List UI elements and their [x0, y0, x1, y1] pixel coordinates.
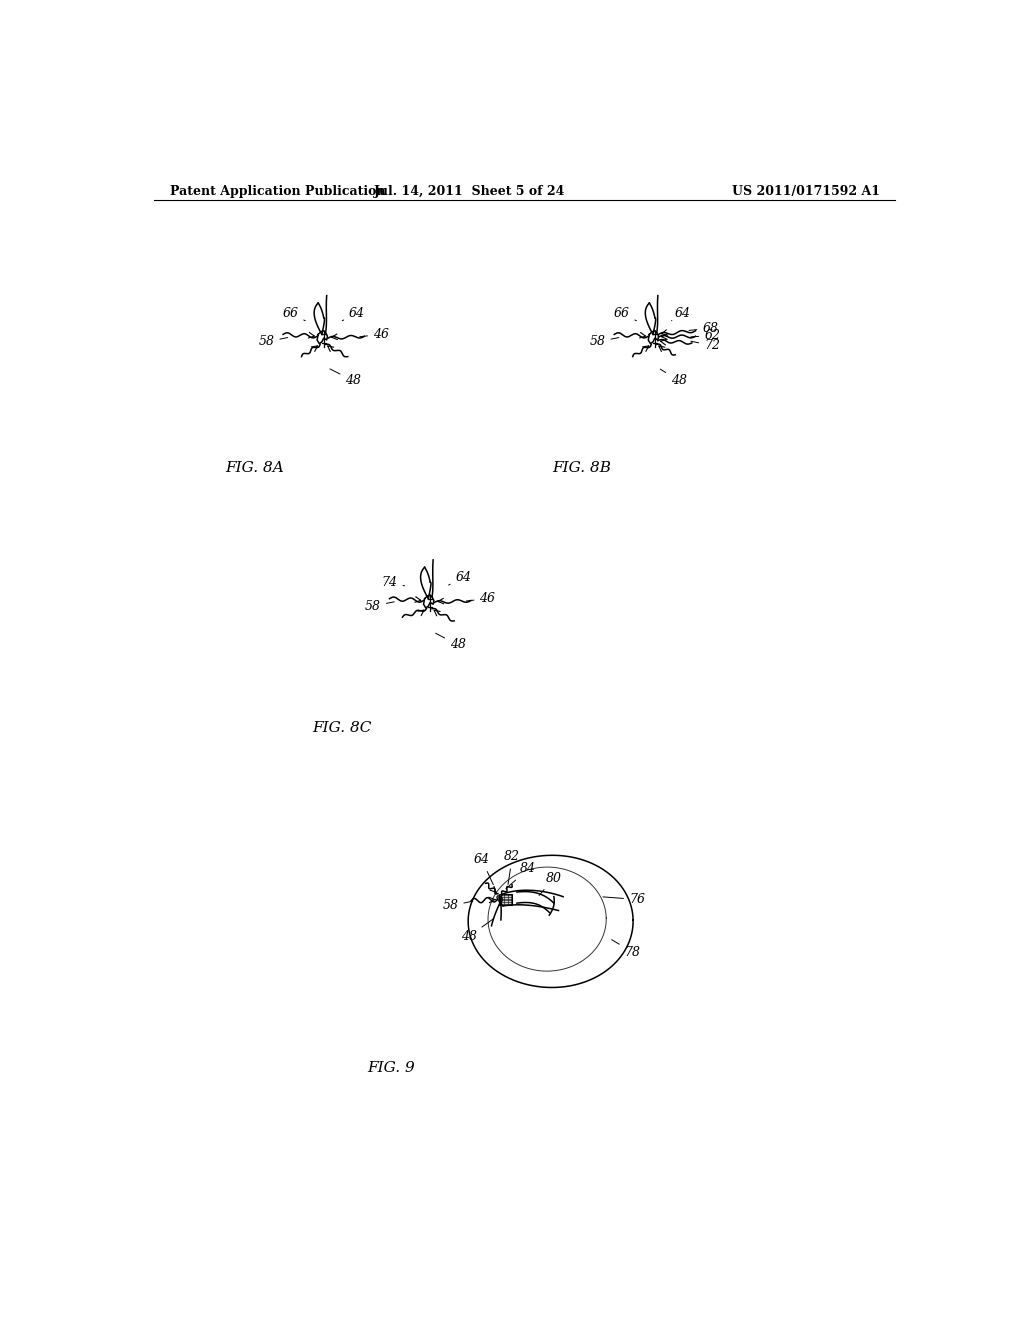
Text: 64: 64: [449, 572, 471, 585]
Text: FIG. 8C: FIG. 8C: [312, 721, 372, 735]
Text: 84: 84: [506, 862, 536, 888]
Text: 58: 58: [442, 899, 473, 912]
Text: 64: 64: [342, 306, 365, 321]
Text: 64: 64: [474, 853, 494, 884]
Text: 48: 48: [435, 634, 466, 651]
Text: 48: 48: [660, 370, 687, 387]
Text: 78: 78: [611, 940, 640, 958]
Text: 74: 74: [382, 576, 404, 589]
Text: 66: 66: [283, 306, 305, 321]
Text: 58: 58: [365, 599, 394, 612]
Text: 46: 46: [359, 327, 389, 341]
FancyBboxPatch shape: [500, 894, 512, 906]
Text: 58: 58: [590, 335, 618, 348]
Text: Patent Application Publication: Patent Application Publication: [170, 185, 385, 198]
Text: 76: 76: [603, 892, 645, 906]
Text: 68: 68: [689, 322, 719, 335]
Text: Jul. 14, 2011  Sheet 5 of 24: Jul. 14, 2011 Sheet 5 of 24: [374, 185, 565, 198]
Polygon shape: [497, 895, 503, 903]
Text: 66: 66: [613, 306, 637, 321]
Text: 46: 46: [466, 593, 496, 605]
Text: FIG. 9: FIG. 9: [367, 1061, 415, 1074]
Text: 62: 62: [691, 329, 720, 342]
Text: 82: 82: [504, 850, 520, 884]
Text: FIG. 8B: FIG. 8B: [552, 462, 611, 475]
Text: 80: 80: [539, 871, 562, 895]
Text: 72: 72: [691, 339, 720, 352]
Text: 48: 48: [330, 368, 361, 387]
Text: FIG. 8A: FIG. 8A: [225, 462, 284, 475]
Text: 58: 58: [258, 335, 288, 348]
Text: 48: 48: [461, 919, 494, 942]
Text: US 2011/0171592 A1: US 2011/0171592 A1: [731, 185, 880, 198]
Text: 64: 64: [672, 306, 690, 321]
